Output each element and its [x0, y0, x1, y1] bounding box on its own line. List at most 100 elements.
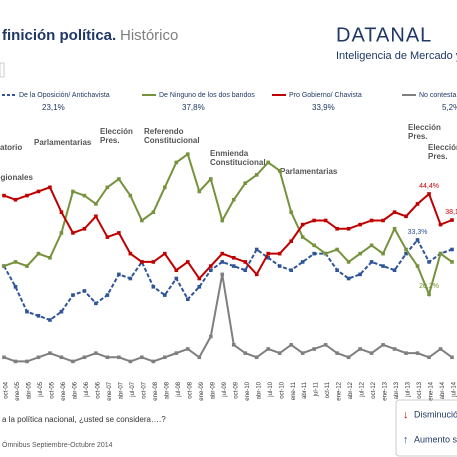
point: [2, 355, 6, 360]
legend-label: Pro Gobierno/ Chavista: [289, 92, 362, 99]
value-label: 38,1: [445, 209, 457, 216]
x-tick-label: jul-10: [268, 381, 274, 397]
x-tick-label: abr-05: [27, 381, 33, 399]
point: [289, 268, 293, 273]
legend-label: No contesta: [419, 92, 456, 99]
point: [140, 260, 144, 264]
legend-label: De Ninguno de los dos bandos: [159, 92, 255, 99]
point: [220, 218, 225, 223]
point: [48, 318, 52, 322]
point: [450, 355, 454, 360]
x-tick-label: abr-14: [440, 381, 446, 399]
note: Disminució: [414, 409, 457, 419]
series-line: [3, 238, 453, 322]
x-tick-label: ene-05: [15, 381, 21, 400]
point: [2, 193, 6, 198]
annotation: Parlamentarias: [280, 167, 338, 176]
point: [105, 355, 110, 360]
point: [208, 334, 213, 339]
point: [381, 251, 385, 256]
point: [266, 251, 271, 256]
x-tick-label: jul-12: [360, 381, 366, 397]
point: [346, 276, 351, 281]
series-line: [3, 274, 453, 363]
point: [289, 210, 293, 214]
point: [323, 251, 328, 256]
point: [140, 218, 144, 223]
point: [220, 251, 225, 256]
point: [128, 251, 133, 256]
point: [381, 343, 385, 347]
point: [163, 355, 167, 360]
point: [243, 351, 248, 355]
point: [185, 347, 190, 351]
point: [151, 285, 156, 289]
annotation: Enmienda Constitucional: [210, 149, 266, 167]
point: [346, 260, 351, 264]
point: [231, 264, 236, 268]
point: [438, 251, 443, 256]
point: [300, 260, 305, 264]
annotation: Parlamentarias: [34, 138, 92, 147]
legend-label: De la Oposición/ Antichavista: [19, 92, 110, 99]
x-tick-label: ene-13: [383, 381, 389, 400]
point: [415, 264, 420, 268]
source: Ómnibus Septiembre-Octubre 2014: [2, 440, 113, 449]
point: [71, 189, 75, 194]
point: [13, 285, 18, 289]
value-label: 20,2%: [419, 283, 439, 290]
point: [82, 193, 87, 198]
point: [254, 173, 259, 177]
point: [140, 355, 144, 360]
point: [82, 289, 87, 293]
x-tick-label: jul-09: [222, 381, 228, 397]
point: [25, 264, 29, 268]
x-tick-label: jul-05: [38, 381, 44, 397]
point: [36, 189, 41, 194]
point: [59, 210, 64, 214]
x-tick-label: oct-12: [371, 381, 377, 398]
point: [312, 251, 316, 256]
point: [117, 355, 121, 360]
x-tick-label: oct-10: [279, 381, 285, 398]
point: [82, 355, 87, 360]
point: [197, 189, 202, 194]
annotation: atorio: [0, 143, 22, 152]
point: [59, 309, 64, 314]
point: [94, 202, 98, 206]
point: [300, 235, 305, 239]
x-tick-label: jul-07: [130, 381, 136, 397]
legend-value: 33,9%: [312, 103, 335, 112]
point: [208, 268, 213, 273]
point: [427, 292, 431, 297]
x-tick-label: oct-13: [417, 381, 423, 398]
point: [381, 218, 385, 223]
point: [254, 247, 259, 252]
point: [208, 177, 213, 181]
point: [105, 235, 110, 239]
point: [312, 347, 316, 351]
point: [174, 351, 179, 355]
point: [369, 218, 374, 223]
point: [415, 351, 420, 355]
point: [243, 181, 248, 185]
series-line: [3, 186, 453, 281]
x-tick-label: oct-07: [141, 381, 147, 398]
point: [48, 255, 52, 260]
point: [105, 185, 110, 190]
point: [128, 359, 133, 364]
point: [323, 218, 328, 223]
point: [25, 309, 29, 314]
point: [381, 264, 385, 268]
point: [197, 355, 202, 360]
point: [197, 276, 202, 281]
point: [358, 222, 362, 227]
x-tick-label: abr-08: [164, 381, 170, 399]
chart-subtitle: Histórico: [120, 27, 178, 44]
point: [438, 222, 443, 227]
point: [163, 185, 167, 190]
point: [94, 301, 98, 306]
point: [277, 351, 282, 355]
